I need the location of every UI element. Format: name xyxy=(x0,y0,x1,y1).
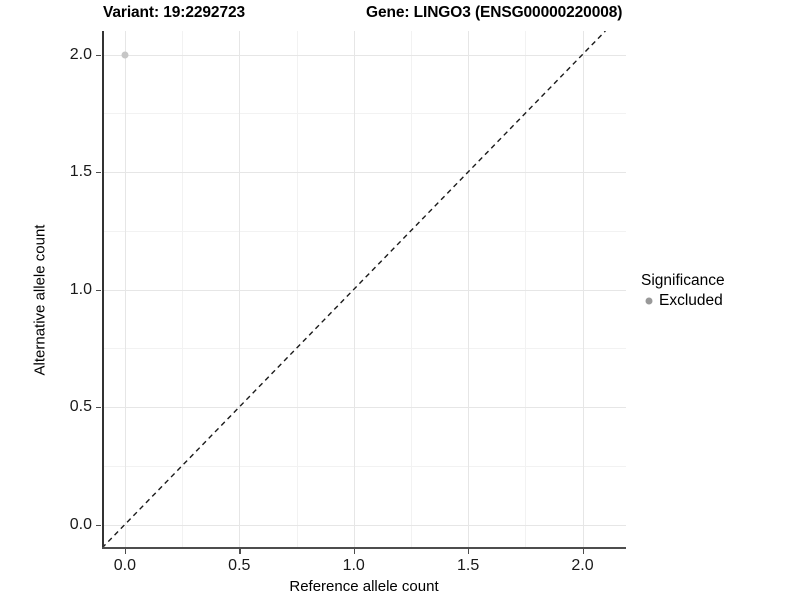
legend-item-label: Excluded xyxy=(659,292,723,309)
y-axis-tick xyxy=(96,54,101,56)
y-axis-line xyxy=(102,31,104,549)
variant-title: Variant: 19:2292723 xyxy=(103,4,246,21)
gridline-major-horizontal xyxy=(102,172,626,173)
y-axis-tick-label: 0.5 xyxy=(69,398,92,415)
x-axis-tick xyxy=(582,549,584,554)
gridline-minor-horizontal xyxy=(102,113,626,115)
x-axis-tick xyxy=(239,549,241,554)
gridline-minor-horizontal xyxy=(102,348,626,350)
legend-key-circle-icon xyxy=(641,293,657,309)
plot-panel-clip xyxy=(102,31,626,548)
y-axis-title: Alternative allele count xyxy=(31,224,49,376)
x-axis-title: Reference allele count xyxy=(289,578,439,595)
y-axis-tick-label: 0.0 xyxy=(69,515,92,533)
y-axis-tick-label: 1.0 xyxy=(69,280,92,298)
x-axis-tick-label: 1.5 xyxy=(456,557,480,574)
legend-items: Excluded xyxy=(641,291,796,311)
gridline-major-horizontal xyxy=(102,407,626,408)
gridline-major-horizontal xyxy=(102,54,626,56)
x-axis-tick xyxy=(353,549,356,554)
y-axis-tick xyxy=(96,172,101,174)
gridline-minor-horizontal xyxy=(102,230,626,232)
legend: Significance Excluded xyxy=(641,271,796,311)
x-axis-line xyxy=(102,547,626,549)
legend-item[interactable]: Excluded xyxy=(641,291,796,311)
x-axis-tick-label: 1.0 xyxy=(342,557,365,574)
y-axis-tick xyxy=(96,407,101,409)
x-axis-tick-label: 0.5 xyxy=(228,557,251,574)
legend-key-dot xyxy=(645,297,653,305)
y-axis-tick-label: 1.5 xyxy=(69,163,92,180)
gridline-minor-horizontal xyxy=(102,465,626,467)
y-axis-tick xyxy=(96,524,101,526)
y-axis-tick-label: 2.0 xyxy=(69,45,92,63)
x-axis-tick xyxy=(468,549,470,554)
x-axis-tick-label: 0.0 xyxy=(113,557,137,574)
legend-title: Significance xyxy=(641,272,725,289)
y-axis-tick xyxy=(96,289,101,291)
x-axis-tick-label: 2.0 xyxy=(571,557,594,574)
x-axis-tick xyxy=(124,549,127,554)
gridline-major-horizontal xyxy=(102,524,626,526)
plot-panel xyxy=(102,31,626,548)
data-point-excluded xyxy=(121,51,129,58)
gene-title: Gene: LINGO3 (ENSG00000220008) xyxy=(366,4,623,21)
gridline-major-horizontal xyxy=(102,289,626,291)
